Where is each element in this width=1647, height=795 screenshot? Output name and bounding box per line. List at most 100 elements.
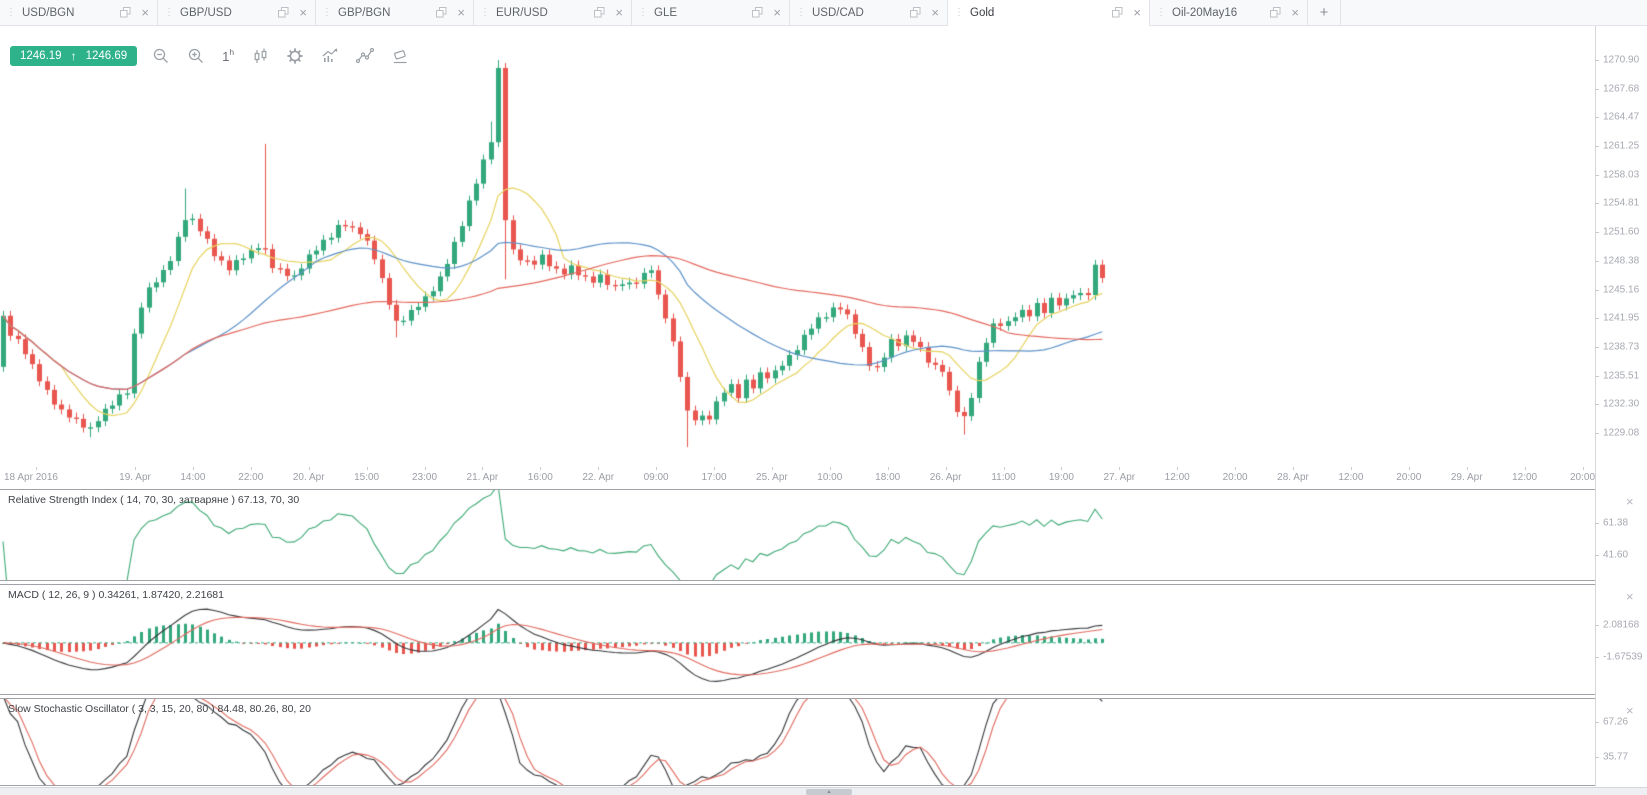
price-axis-label: 1267.68 xyxy=(1603,83,1640,95)
indicators-icon[interactable] xyxy=(319,45,341,67)
tab-usd-cad[interactable]: ⋮ USD/CAD × xyxy=(790,0,948,25)
tab-oil-20may16[interactable]: ⋮ Oil-20May16 × xyxy=(1150,0,1308,25)
tab-close-icon[interactable]: × xyxy=(1133,5,1141,20)
eraser-icon[interactable] xyxy=(389,45,411,67)
time-axis-label: 12:00 xyxy=(1338,472,1364,483)
popout-window-icon[interactable] xyxy=(752,7,763,18)
axis-tick xyxy=(656,467,657,470)
axis-tick xyxy=(251,467,252,470)
price-axis-label: 1235.51 xyxy=(1603,370,1640,382)
expand-arrow-icon: ▴ xyxy=(827,788,831,795)
tab-gbp-usd[interactable]: ⋮ GBP/USD × xyxy=(158,0,316,25)
macd-panel-close-icon[interactable]: × xyxy=(1626,589,1634,604)
axis-tick xyxy=(1177,467,1178,470)
tab-drag-grip-icon[interactable]: ⋮ xyxy=(480,6,490,18)
tab-drag-grip-icon[interactable]: ⋮ xyxy=(164,6,174,18)
stoch-axis-label: 35.77 xyxy=(1603,751,1629,763)
popout-window-icon[interactable] xyxy=(436,7,447,18)
price-axis-label: 1245.16 xyxy=(1603,284,1640,296)
tab-close-icon[interactable]: × xyxy=(615,5,623,20)
axis-tick xyxy=(193,467,194,470)
tab-close-icon[interactable]: × xyxy=(141,5,149,20)
tab-drag-grip-icon[interactable]: ⋮ xyxy=(322,6,332,18)
axis-tick xyxy=(1061,467,1062,470)
time-axis-label: 19. Apr xyxy=(119,472,151,483)
axis-tick xyxy=(425,467,426,470)
macd-panel-title: MACD ( 12, 26, 9 ) 0.34261, 1.87420, 2.2… xyxy=(8,589,224,601)
time-axis-label: 26. Apr xyxy=(929,472,962,483)
time-axis-label: 27. Apr xyxy=(1103,472,1136,483)
rsi-panel-close-icon[interactable]: × xyxy=(1626,494,1634,509)
tab-gle[interactable]: ⋮ GLE × xyxy=(632,0,790,25)
price-axis-label: 1248.38 xyxy=(1603,255,1640,267)
macd-axis-label: 2.08168 xyxy=(1603,619,1640,631)
axis-tick xyxy=(1595,318,1599,320)
tab-gbp-bgn[interactable]: ⋮ GBP/BGN × xyxy=(316,0,474,25)
stoch-axis-label: 67.26 xyxy=(1603,716,1629,728)
timeframe-selector[interactable]: 1 h xyxy=(220,47,236,64)
tab-drag-grip-icon[interactable]: ⋮ xyxy=(954,6,964,18)
time-axis-label: 14:00 xyxy=(180,472,206,483)
macd-plot[interactable] xyxy=(0,585,1595,694)
main-price-chart[interactable] xyxy=(0,25,1595,467)
popout-window-icon[interactable] xyxy=(594,7,605,18)
zoom-in-icon[interactable] xyxy=(185,45,207,67)
time-axis-label: 19:00 xyxy=(1048,472,1074,483)
macd-axis-label: -1.67539 xyxy=(1603,651,1643,663)
axis-tick xyxy=(367,467,368,470)
tab-close-icon[interactable]: × xyxy=(1291,5,1299,20)
zoom-out-icon[interactable] xyxy=(150,45,172,67)
price-axis-label: 1254.81 xyxy=(1603,197,1640,209)
chart-toolbar: 1246.19 ↑ 1246.69 1 h xyxy=(10,45,411,67)
popout-window-icon[interactable] xyxy=(910,7,921,18)
tab-gold[interactable]: ⋮ Gold × xyxy=(948,0,1150,26)
tab-close-icon[interactable]: × xyxy=(773,5,781,20)
axis-border xyxy=(1595,25,1596,786)
stoch-plot[interactable] xyxy=(0,699,1595,785)
tab-drag-grip-icon[interactable]: ⋮ xyxy=(796,6,806,18)
settings-gear-icon[interactable] xyxy=(284,45,306,67)
price-axis-label: 1264.47 xyxy=(1603,111,1640,123)
tab-label: GLE xyxy=(654,6,678,19)
tab-drag-grip-icon[interactable]: ⋮ xyxy=(638,6,648,18)
axis-tick xyxy=(1595,756,1599,758)
rsi-plot[interactable] xyxy=(0,490,1595,580)
tab-eur-usd[interactable]: ⋮ EUR/USD × xyxy=(474,0,632,25)
axis-tick xyxy=(1595,289,1599,291)
axis-tick xyxy=(135,467,136,470)
axis-tick xyxy=(1595,174,1599,176)
time-axis-label: 12:00 xyxy=(1164,472,1190,483)
popout-window-icon[interactable] xyxy=(1270,7,1281,18)
rsi-axis-label: 41.60 xyxy=(1603,549,1629,561)
axis-tick xyxy=(1595,203,1599,205)
axis-tick xyxy=(1595,656,1599,658)
tab-close-icon[interactable]: × xyxy=(299,5,307,20)
time-axis-label: 15:00 xyxy=(354,472,380,483)
add-tab-button[interactable]: + xyxy=(1308,0,1341,25)
popout-window-icon[interactable] xyxy=(120,7,131,18)
time-axis-label: 28. Apr xyxy=(1277,472,1309,483)
stoch-panel-close-icon[interactable]: × xyxy=(1626,703,1634,718)
axis-tick xyxy=(1595,722,1599,724)
axis-tick xyxy=(1409,467,1410,470)
axis-tick xyxy=(830,467,831,470)
tab-drag-grip-icon[interactable]: ⋮ xyxy=(6,6,16,18)
popout-window-icon[interactable] xyxy=(278,7,289,18)
expand-panel-handle[interactable]: ▴ xyxy=(806,789,852,795)
buy-price[interactable]: 1246.69 xyxy=(85,50,128,62)
tab-close-icon[interactable]: × xyxy=(931,5,939,20)
line-studies-icon[interactable] xyxy=(354,45,376,67)
tab-usd-bgn[interactable]: ⋮ USD/BGN × xyxy=(0,0,158,25)
axis-tick xyxy=(714,467,715,470)
quick-trade-button[interactable]: 1246.19 ↑ 1246.69 xyxy=(10,46,138,66)
tab-close-icon[interactable]: × xyxy=(457,5,465,20)
popout-window-icon[interactable] xyxy=(1112,7,1123,18)
axis-tick xyxy=(1595,260,1599,262)
tab-drag-grip-icon[interactable]: ⋮ xyxy=(1156,6,1166,18)
sell-price[interactable]: 1246.19 xyxy=(20,50,62,62)
price-axis-label: 1241.95 xyxy=(1603,312,1640,324)
tab-label: GBP/USD xyxy=(180,6,232,19)
axis-tick xyxy=(1595,88,1599,90)
candlestick-style-icon[interactable] xyxy=(249,45,271,67)
